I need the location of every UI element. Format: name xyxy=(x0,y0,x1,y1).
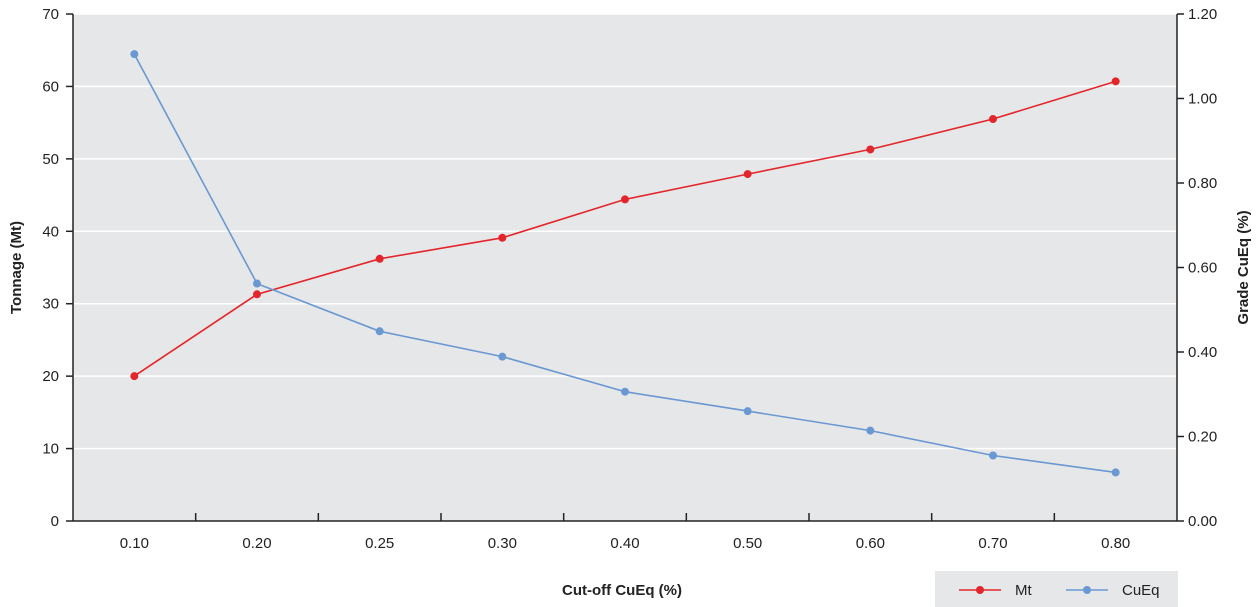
data-point-cueq xyxy=(498,352,507,361)
data-point-cueq xyxy=(375,327,384,336)
y-right-tick-label: 1.20 xyxy=(1188,6,1217,23)
y-left-tick-label: 60 xyxy=(42,78,59,95)
legend: Mt CuEq xyxy=(935,571,1178,607)
y-right-tick-label: 1.00 xyxy=(1188,91,1217,108)
y-left-tick-label: 10 xyxy=(42,441,59,458)
y-axis-left-title: Tonnage (Mt) xyxy=(8,221,25,314)
data-point-cueq xyxy=(253,279,261,288)
x-tick-label: 0.60 xyxy=(856,535,885,552)
y-right-tick-label: 0.60 xyxy=(1188,260,1217,277)
data-point-mt xyxy=(253,290,261,299)
data-point-mt xyxy=(498,233,507,242)
y-left-tick-label: 70 xyxy=(42,6,59,23)
y-left-tick-label: 0 xyxy=(51,513,59,530)
plot-area xyxy=(73,14,1177,521)
data-point-cueq xyxy=(130,50,139,59)
y-right-tick-label: 0.00 xyxy=(1188,513,1217,530)
data-point-mt xyxy=(1111,77,1120,86)
data-point-cueq xyxy=(743,407,752,416)
x-tick-label: 0.25 xyxy=(365,535,394,552)
x-tick-label: 0.30 xyxy=(488,535,517,552)
x-tick-label: 0.50 xyxy=(733,535,762,552)
data-point-mt xyxy=(866,145,875,154)
data-point-cueq xyxy=(866,426,875,435)
y-axis-right-title: Grade CuEq (%) xyxy=(1235,210,1252,324)
x-tick-label: 0.10 xyxy=(120,535,149,552)
axes: 0 10 20 30 40 50 60 70 0.00 0.20 0.40 0.60 0.80 1.00 1… xyxy=(42,6,1217,552)
legend-swatch-marker xyxy=(976,586,984,594)
data-point-cueq xyxy=(1111,468,1120,477)
x-tick-label: 0.40 xyxy=(610,535,639,552)
x-tick-label: 0.80 xyxy=(1101,535,1130,552)
y-left-tick-label: 40 xyxy=(42,223,59,240)
y-left-tick-label: 20 xyxy=(42,368,59,385)
x-axis-title: Cut-off CuEq (%) xyxy=(562,582,682,599)
x-tick-label: 0.20 xyxy=(242,535,271,552)
legend-label-cueq: CuEq xyxy=(1122,582,1160,599)
y-left-tick-label: 30 xyxy=(42,296,59,313)
data-point-mt xyxy=(375,254,384,263)
legend-label-mt: Mt xyxy=(1015,582,1032,599)
legend-background xyxy=(935,571,1178,607)
y-right-tick-label: 0.40 xyxy=(1188,344,1217,361)
data-point-cueq xyxy=(621,387,629,396)
y-right-tick-label: 0.20 xyxy=(1188,429,1217,446)
y-right-tick-label: 0.80 xyxy=(1188,175,1217,192)
data-point-mt xyxy=(743,170,752,179)
series-layer xyxy=(130,50,1120,477)
y-left-tick-label: 50 xyxy=(42,151,59,168)
data-point-mt xyxy=(621,195,629,204)
data-point-mt xyxy=(130,372,139,381)
data-point-cueq xyxy=(989,451,997,460)
gridlines xyxy=(73,13,1177,450)
legend-swatch-marker xyxy=(1083,586,1091,594)
data-point-mt xyxy=(989,115,997,124)
x-tick-label: 0.70 xyxy=(978,535,1007,552)
